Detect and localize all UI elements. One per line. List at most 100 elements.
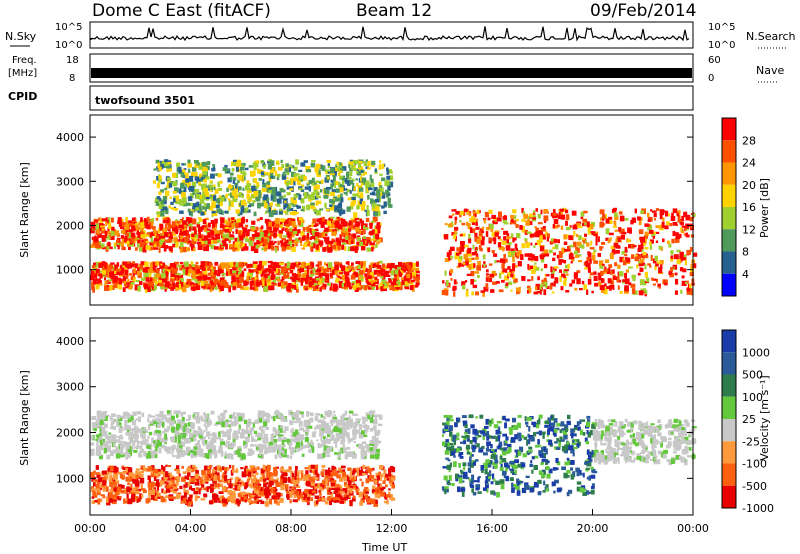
data-cell — [529, 233, 535, 238]
data-cell — [378, 260, 383, 264]
data-cell — [330, 224, 336, 229]
data-cell — [630, 220, 634, 225]
data-cell — [644, 246, 649, 250]
data-cell — [231, 497, 236, 504]
data-cell — [560, 214, 565, 220]
data-cell — [257, 169, 262, 174]
data-cell — [148, 490, 153, 494]
data-cell — [629, 229, 632, 234]
data-cell — [151, 465, 155, 470]
data-cell — [90, 226, 95, 230]
data-cell — [391, 477, 395, 482]
data-cell — [117, 217, 122, 223]
data-cell — [286, 285, 291, 292]
data-cell — [192, 271, 196, 275]
data-cell — [345, 191, 348, 196]
data-cell — [253, 211, 257, 217]
data-cell — [556, 224, 560, 228]
data-cell — [519, 225, 523, 230]
data-cell — [160, 181, 165, 185]
data-cell — [535, 230, 541, 237]
data-cell — [382, 191, 385, 195]
data-cell — [681, 215, 685, 222]
data-cell — [256, 282, 261, 287]
data-cell — [236, 274, 241, 278]
data-cell — [190, 286, 194, 291]
data-cell — [136, 500, 139, 503]
data-cell — [270, 479, 276, 483]
data-cell — [227, 496, 233, 500]
data-cell — [388, 169, 392, 173]
data-cell — [107, 468, 111, 472]
data-cell — [285, 488, 288, 492]
data-cell — [614, 214, 619, 220]
data-cell — [298, 217, 304, 223]
data-cell — [301, 247, 305, 250]
data-cell — [626, 257, 631, 263]
data-cell — [589, 258, 592, 264]
data-cell — [278, 230, 283, 234]
data-cell — [133, 268, 136, 274]
data-cell — [131, 275, 135, 278]
data-cell — [354, 223, 358, 229]
data-cell — [271, 271, 275, 275]
data-cell — [221, 210, 224, 215]
data-cell — [330, 191, 335, 197]
data-cell — [244, 468, 246, 472]
data-cell — [315, 483, 318, 487]
data-cell — [192, 203, 198, 209]
data-cell — [624, 286, 629, 292]
data-cell — [315, 189, 318, 195]
data-cell — [290, 276, 293, 280]
data-cell — [162, 229, 165, 235]
data-cell — [248, 165, 254, 168]
data-cell — [231, 275, 236, 281]
data-cell — [315, 264, 320, 267]
data-cell — [184, 227, 187, 233]
data-cell — [276, 500, 281, 506]
data-cell — [180, 172, 185, 177]
data-cell — [201, 161, 207, 167]
data-cell — [262, 182, 267, 188]
data-cell — [553, 214, 559, 217]
data-cell — [354, 217, 359, 220]
data-cell — [161, 241, 166, 246]
data-cell — [213, 280, 217, 285]
data-cell — [372, 202, 377, 209]
data-cell — [266, 199, 269, 205]
data-cell — [556, 254, 560, 259]
data-cell — [354, 247, 358, 253]
data-cell — [540, 257, 545, 263]
data-cell — [232, 179, 235, 184]
data-cell — [506, 237, 509, 244]
data-cell — [565, 214, 570, 221]
data-cell — [225, 193, 228, 199]
data-cell — [247, 204, 252, 208]
data-cell — [158, 247, 161, 253]
data-cell — [237, 218, 242, 223]
data-cell — [367, 475, 371, 480]
data-cell — [565, 264, 568, 269]
data-cell — [346, 476, 350, 482]
data-cell — [120, 235, 125, 239]
data-cell — [212, 222, 215, 228]
data-cell — [569, 283, 573, 287]
data-cell — [630, 243, 635, 249]
data-cell — [286, 262, 290, 269]
data-cell — [251, 220, 256, 225]
data-cell — [669, 223, 673, 227]
data-cell — [164, 286, 167, 292]
data-cell — [575, 247, 580, 253]
data-cell — [227, 285, 231, 289]
data-cell — [206, 228, 211, 231]
data-cell — [301, 500, 306, 503]
data-cell — [289, 181, 293, 185]
data-cell — [466, 210, 469, 215]
data-cell — [322, 277, 325, 283]
data-cell — [531, 276, 534, 281]
data-cell — [342, 231, 347, 235]
data-cell — [164, 280, 169, 286]
data-cell — [206, 244, 212, 247]
data-cell — [255, 492, 260, 496]
data-cell — [586, 289, 589, 295]
